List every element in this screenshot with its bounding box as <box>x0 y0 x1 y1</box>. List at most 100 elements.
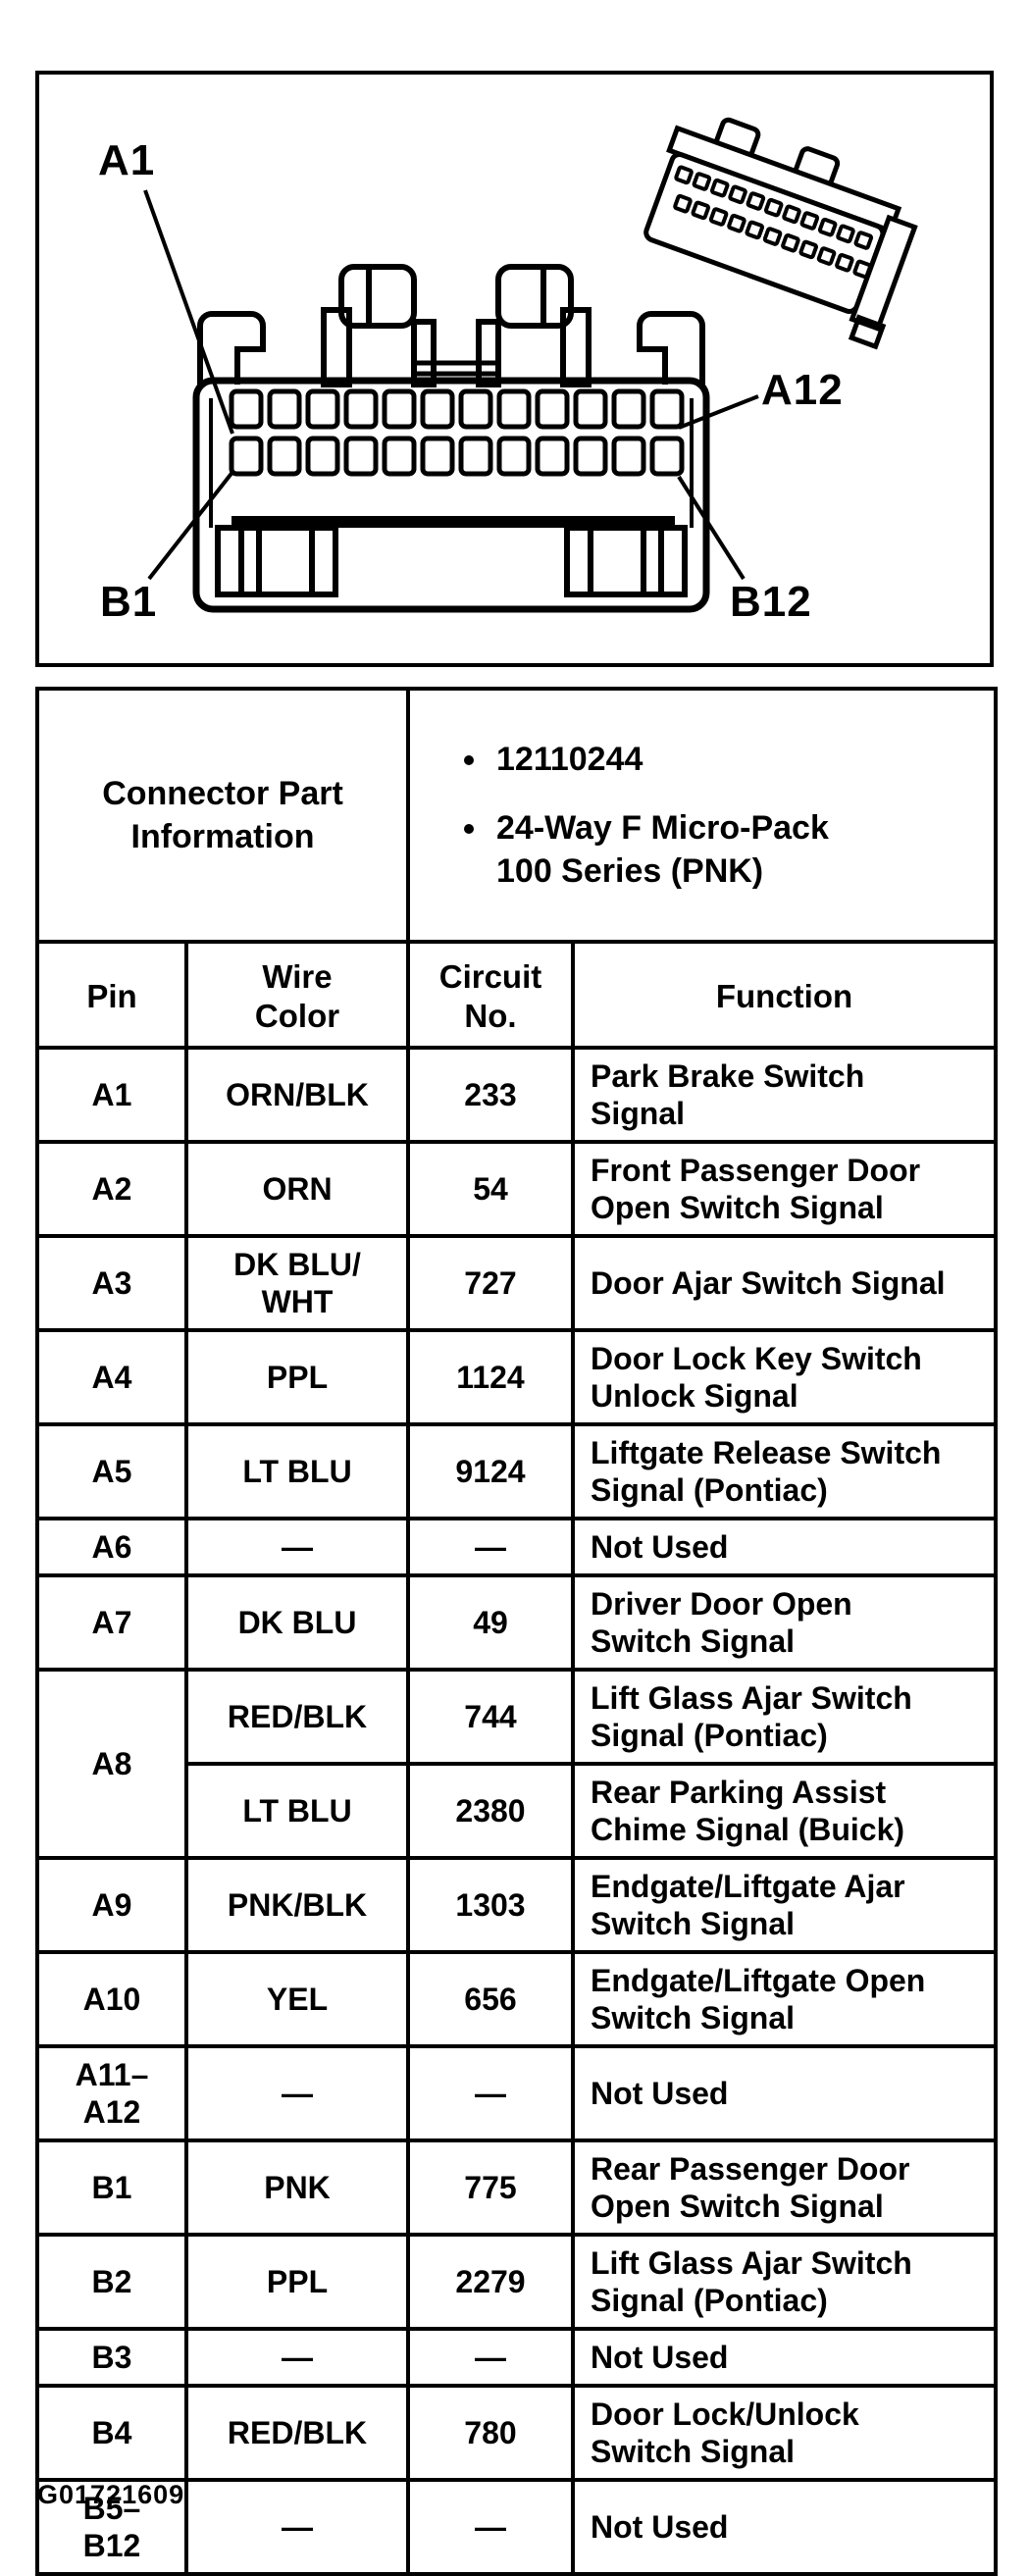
circuit-no-cell: 744 <box>406 1668 575 1766</box>
circuit-no-header: Circuit No. <box>406 940 575 1050</box>
wire-color-cell: — <box>184 2044 410 2142</box>
connector-drawing <box>143 117 918 613</box>
table-row: LT BLU 2380 Rear Parking Assist Chime Si… <box>37 1762 999 1860</box>
table-row: A6 — — Not Used <box>35 1517 999 1577</box>
pin-cell: A7 <box>35 1573 188 1672</box>
wire-color-cell: PNK <box>184 2138 410 2237</box>
pin-b1-label: B1 <box>100 578 158 626</box>
part-info-row: Connector Part Information 12110244 24-W… <box>35 687 999 944</box>
pin-cell: A10 <box>35 1950 188 2048</box>
column-header-row: Pin Wire Color Circuit No. Function <box>35 940 999 1050</box>
table-row: A5 LT BLU 9124 Liftgate Release Switch S… <box>35 1422 999 1520</box>
part-number-item: 12110244 <box>490 738 984 781</box>
figure-id: G01721609 <box>37 2480 185 2509</box>
connector-diagram: A1 A12 B1 B12 <box>35 71 994 667</box>
function-cell: Not Used <box>570 2478 999 2576</box>
connector-3d-view <box>643 117 918 350</box>
circuit-no-cell: 656 <box>406 1950 575 2048</box>
iso-pin-holes <box>673 165 874 280</box>
circuit-no-cell: 9124 <box>406 1422 575 1520</box>
wire-color-cell: PNK/BLK <box>184 1856 410 1954</box>
table-row: B2 PPL 2279 Lift Glass Ajar Switch Signa… <box>35 2233 999 2331</box>
table-row: A8 RED/BLK 744 Lift Glass Ajar Switch Si… <box>35 1668 999 1860</box>
pin-cell: B4 <box>35 2384 188 2482</box>
circuit-no-cell: — <box>406 1517 575 1577</box>
function-cell: Park Brake Switch Signal <box>570 1046 999 1144</box>
function-cell: Door Ajar Switch Signal <box>570 1234 999 1332</box>
wire-color-header: Wire Color <box>184 940 410 1050</box>
pinout-rows: A1 ORN/BLK 233 Park Brake Switch Signal … <box>35 1046 999 2576</box>
circuit-no-cell: 780 <box>406 2384 575 2482</box>
table-row: A2 ORN 54 Front Passenger Door Open Swit… <box>35 1140 999 1238</box>
b1-leader-line <box>147 469 235 581</box>
function-cell: Lift Glass Ajar Switch Signal (Pontiac) <box>570 1668 999 1766</box>
function-cell: Front Passenger Door Open Switch Signal <box>570 1140 999 1238</box>
wire-color-cell: RED/BLK <box>184 1668 410 1766</box>
function-cell: Driver Door Open Switch Signal <box>570 1573 999 1672</box>
wire-color-cell: DK BLU/ WHT <box>184 1234 410 1332</box>
table-row: A9 PNK/BLK 1303 Endgate/Liftgate Ajar Sw… <box>35 1856 999 1954</box>
table-row: B1 PNK 775 Rear Passenger Door Open Swit… <box>35 2138 999 2237</box>
a12-leader-line <box>678 394 759 430</box>
circuit-no-cell: 1303 <box>406 1856 575 1954</box>
pin-cell: A6 <box>35 1517 188 1577</box>
pin-cell: A3 <box>35 1234 188 1332</box>
function-cell: Not Used <box>570 1517 999 1577</box>
wire-color-cell: — <box>184 2478 410 2576</box>
wire-color-cell: DK BLU <box>184 1573 410 1672</box>
connector-pinout-table: Connector Part Information 12110244 24-W… <box>35 687 999 2576</box>
wire-color-cell: LT BLU <box>184 1762 410 1860</box>
circuit-no-cell: 2380 <box>406 1762 575 1860</box>
table-row: A10 YEL 656 Endgate/Liftgate Open Switch… <box>35 1950 999 2048</box>
function-cell: Not Used <box>570 2327 999 2388</box>
circuit-no-cell: 1124 <box>406 1328 575 1426</box>
function-cell: Door Lock Key Switch Unlock Signal <box>570 1328 999 1426</box>
pin-cell: B1 <box>35 2138 188 2237</box>
function-cell: Liftgate Release Switch Signal (Pontiac) <box>570 1422 999 1520</box>
function-cell: Rear Passenger Door Open Switch Signal <box>570 2138 999 2237</box>
pin-cell: A2 <box>35 1140 188 1238</box>
pin-cell: A1 <box>35 1046 188 1144</box>
pin-cell: A4 <box>35 1328 188 1426</box>
function-cell: Rear Parking Assist Chime Signal (Buick) <box>570 1762 999 1860</box>
table-row: A3 DK BLU/ WHT 727 Door Ajar Switch Sign… <box>35 1234 999 1332</box>
circuit-no-cell: — <box>406 2327 575 2388</box>
circuit-no-cell: 727 <box>406 1234 575 1332</box>
pin-cell: B3 <box>35 2327 188 2388</box>
pin-a12-label: A12 <box>761 366 844 414</box>
pin-header: Pin <box>35 940 188 1050</box>
wire-color-cell: ORN <box>184 1140 410 1238</box>
wire-color-cell: YEL <box>184 1950 410 2048</box>
connector-front-view <box>192 264 710 613</box>
pin-cell: A11– A12 <box>35 2044 188 2142</box>
table-row: A7 DK BLU 49 Driver Door Open Switch Sig… <box>35 1573 999 1672</box>
circuit-no-cell: 49 <box>406 1573 575 1672</box>
function-cell: Endgate/Liftgate Ajar Switch Signal <box>570 1856 999 1954</box>
wire-color-cell: ORN/BLK <box>184 1046 410 1144</box>
pin-cell: A8 <box>35 1668 188 1860</box>
function-cell: Not Used <box>570 2044 999 2142</box>
leader-lines <box>143 189 759 581</box>
connector-type-item: 24-Way F Micro-Pack 100 Series (PNK) <box>490 806 984 893</box>
wire-color-cell: PPL <box>184 2233 410 2331</box>
table-row: B3 — — Not Used <box>35 2327 999 2388</box>
pin-holes <box>229 388 685 477</box>
pin-a1-label: A1 <box>98 136 156 184</box>
table-row: A11– A12 — — Not Used <box>35 2044 999 2142</box>
pin-cell: A9 <box>35 1856 188 1954</box>
circuit-no-cell: 233 <box>406 1046 575 1144</box>
table-row: A4 PPL 1124 Door Lock Key Switch Unlock … <box>35 1328 999 1426</box>
pin-cell: B2 <box>35 2233 188 2331</box>
wire-color-cell: RED/BLK <box>184 2384 410 2482</box>
connector-part-info-title: Connector Part Information <box>35 687 410 944</box>
connector-part-info-items: 12110244 24-Way F Micro-Pack 100 Series … <box>405 687 999 944</box>
circuit-no-cell: — <box>406 2044 575 2142</box>
pin-cell: A5 <box>35 1422 188 1520</box>
table-row: B4 RED/BLK 780 Door Lock/Unlock Switch S… <box>35 2384 999 2482</box>
circuit-no-cell: — <box>406 2478 575 2576</box>
wire-color-cell: — <box>184 1517 410 1577</box>
pin-b12-label: B12 <box>730 578 812 626</box>
function-cell: Door Lock/Unlock Switch Signal <box>570 2384 999 2482</box>
table-row: A1 ORN/BLK 233 Park Brake Switch Signal <box>35 1046 999 1144</box>
